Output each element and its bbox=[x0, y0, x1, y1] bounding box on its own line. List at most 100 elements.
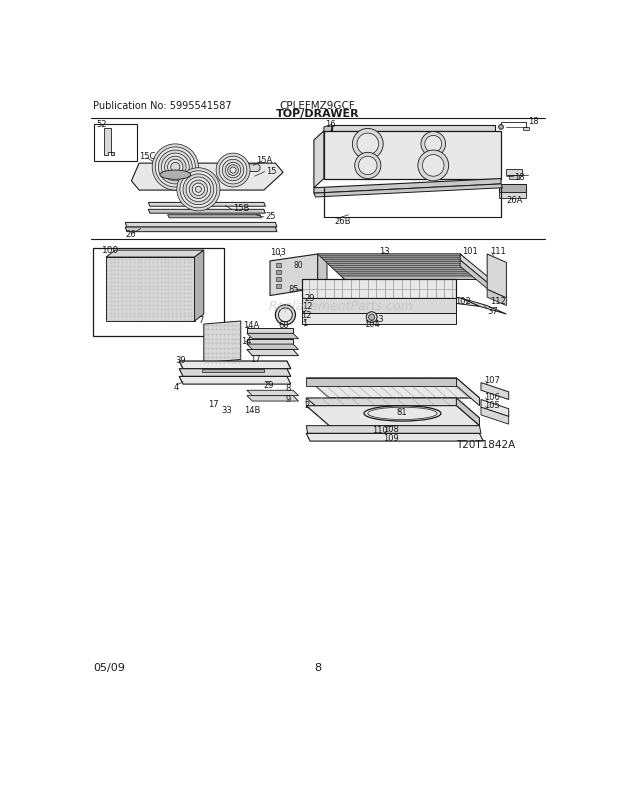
Polygon shape bbox=[303, 298, 456, 314]
Polygon shape bbox=[148, 210, 265, 214]
Polygon shape bbox=[104, 129, 113, 156]
Text: 14A: 14A bbox=[243, 321, 259, 330]
Polygon shape bbox=[270, 255, 317, 296]
Text: T20T1842A: T20T1842A bbox=[456, 439, 516, 450]
Bar bbox=[276, 271, 281, 274]
Text: 81: 81 bbox=[396, 408, 407, 417]
Polygon shape bbox=[314, 132, 324, 188]
Text: 13: 13 bbox=[379, 247, 390, 256]
Circle shape bbox=[192, 184, 205, 196]
Circle shape bbox=[352, 129, 383, 160]
Bar bbox=[94, 124, 137, 162]
Polygon shape bbox=[179, 369, 291, 377]
Polygon shape bbox=[328, 265, 472, 266]
Circle shape bbox=[164, 157, 186, 179]
Polygon shape bbox=[481, 383, 508, 400]
Polygon shape bbox=[332, 125, 495, 132]
Circle shape bbox=[161, 154, 189, 181]
Circle shape bbox=[195, 187, 202, 193]
Text: 18: 18 bbox=[514, 173, 525, 182]
Circle shape bbox=[418, 151, 449, 181]
Circle shape bbox=[155, 148, 195, 188]
Text: 18: 18 bbox=[528, 116, 539, 125]
Polygon shape bbox=[324, 125, 332, 134]
Polygon shape bbox=[460, 298, 507, 314]
Text: 101: 101 bbox=[462, 246, 477, 255]
Text: CPLEFMZ9GCF: CPLEFMZ9GCF bbox=[280, 100, 356, 111]
Text: 100: 100 bbox=[102, 245, 120, 254]
Text: 26: 26 bbox=[125, 229, 136, 238]
Ellipse shape bbox=[160, 171, 191, 180]
Polygon shape bbox=[340, 276, 485, 277]
Polygon shape bbox=[487, 255, 507, 298]
Bar bbox=[93, 249, 224, 337]
Polygon shape bbox=[179, 377, 291, 385]
Text: 37: 37 bbox=[487, 306, 498, 315]
Polygon shape bbox=[322, 258, 466, 260]
Circle shape bbox=[230, 168, 236, 174]
Polygon shape bbox=[131, 164, 283, 191]
Circle shape bbox=[216, 154, 250, 188]
Polygon shape bbox=[339, 274, 482, 276]
Polygon shape bbox=[481, 407, 508, 424]
Bar bbox=[106, 257, 195, 322]
Circle shape bbox=[368, 314, 374, 321]
Text: 109: 109 bbox=[383, 433, 399, 442]
Polygon shape bbox=[303, 280, 456, 298]
Polygon shape bbox=[247, 391, 298, 396]
Text: 9: 9 bbox=[285, 395, 291, 403]
Polygon shape bbox=[148, 203, 265, 207]
Polygon shape bbox=[306, 379, 479, 399]
Text: 25: 25 bbox=[265, 212, 276, 221]
Polygon shape bbox=[317, 255, 487, 280]
Circle shape bbox=[366, 312, 377, 323]
Polygon shape bbox=[247, 396, 298, 402]
Polygon shape bbox=[326, 262, 470, 264]
Polygon shape bbox=[106, 251, 204, 257]
Bar bbox=[303, 280, 456, 298]
Polygon shape bbox=[320, 257, 464, 258]
Text: 05/09: 05/09 bbox=[93, 662, 125, 673]
Text: 26B: 26B bbox=[335, 217, 351, 226]
Circle shape bbox=[167, 160, 183, 176]
Text: 17: 17 bbox=[250, 354, 260, 364]
Text: 29: 29 bbox=[304, 294, 315, 303]
Polygon shape bbox=[456, 379, 479, 406]
Text: 26A: 26A bbox=[507, 196, 523, 205]
Text: 15A: 15A bbox=[256, 156, 272, 164]
Text: 17: 17 bbox=[208, 399, 219, 408]
Circle shape bbox=[170, 163, 180, 172]
Polygon shape bbox=[306, 434, 484, 442]
Polygon shape bbox=[306, 399, 329, 426]
Text: 15C: 15C bbox=[139, 152, 156, 160]
Circle shape bbox=[278, 309, 293, 322]
Bar bbox=[523, 128, 529, 131]
Text: 85: 85 bbox=[288, 285, 299, 294]
Polygon shape bbox=[204, 322, 241, 363]
Circle shape bbox=[177, 168, 220, 212]
Text: 110: 110 bbox=[371, 426, 388, 435]
Bar bbox=[507, 169, 522, 176]
Bar bbox=[508, 176, 520, 180]
Polygon shape bbox=[324, 132, 501, 180]
Polygon shape bbox=[306, 379, 456, 387]
Polygon shape bbox=[324, 261, 468, 262]
Circle shape bbox=[158, 151, 192, 184]
Circle shape bbox=[355, 153, 381, 180]
Polygon shape bbox=[303, 314, 456, 325]
Text: 15: 15 bbox=[266, 166, 277, 176]
Bar bbox=[498, 192, 526, 199]
Text: ReplacementParts.com: ReplacementParts.com bbox=[268, 300, 414, 313]
Circle shape bbox=[275, 306, 295, 326]
Text: 29: 29 bbox=[264, 380, 275, 389]
Text: 52: 52 bbox=[96, 119, 107, 128]
Polygon shape bbox=[314, 180, 501, 194]
Text: 15B: 15B bbox=[233, 204, 249, 213]
Polygon shape bbox=[306, 406, 479, 426]
Bar bbox=[276, 264, 281, 268]
Polygon shape bbox=[247, 350, 298, 356]
Text: 13: 13 bbox=[373, 314, 384, 324]
Polygon shape bbox=[167, 216, 262, 218]
Polygon shape bbox=[460, 261, 491, 293]
Text: 8: 8 bbox=[285, 384, 291, 393]
